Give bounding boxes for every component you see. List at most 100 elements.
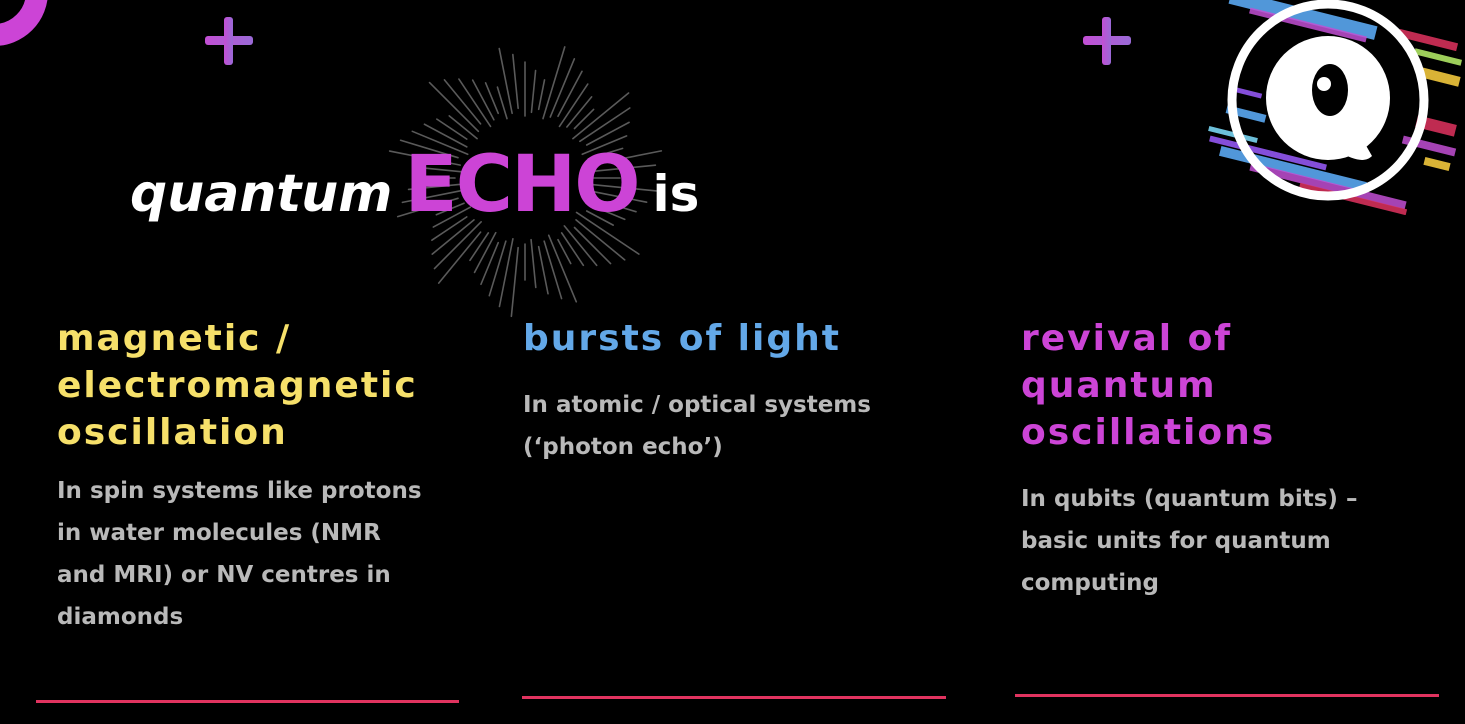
starburst-ray: [448, 115, 478, 140]
starburst-ray: [512, 53, 519, 110]
column-3-heading: revival of quantum oscillations: [1021, 315, 1441, 456]
starburst-ray: [581, 135, 628, 156]
starburst-ray: [433, 221, 482, 270]
starburst-ray: [547, 234, 578, 303]
title-word-is: is: [652, 165, 700, 223]
title-word-quantum: quantum: [130, 164, 393, 224]
heading-line: electromagnetic: [57, 365, 418, 406]
starburst-ray: [549, 58, 576, 118]
starburst-ray: [573, 108, 595, 130]
column-2-body: In atomic / optical systems (‘photon ech…: [523, 384, 923, 468]
column-3-divider: [1015, 694, 1439, 697]
starburst-ray: [480, 241, 500, 286]
starburst-ray: [543, 240, 563, 300]
starburst-ray: [388, 150, 462, 166]
starburst-ray: [401, 189, 465, 204]
starburst-ray: [573, 226, 612, 265]
glitch-streak: [1249, 162, 1407, 210]
body-line: and MRI) or NV centres in: [57, 562, 391, 588]
starburst-decoration: [388, 46, 663, 318]
plus-icon: [1083, 17, 1131, 65]
starburst-ray: [587, 147, 624, 160]
body-line: In qubits (quantum bits) –: [1021, 486, 1358, 512]
heading-line: bursts of light: [523, 318, 841, 359]
body-line: In spin systems like protons: [57, 478, 422, 504]
glitch-streak: [1419, 67, 1461, 87]
starburst-ray: [436, 118, 468, 140]
heading-line: magnetic /: [57, 318, 292, 359]
glitch-streak: [1397, 28, 1459, 52]
glitch-streak: [1298, 182, 1408, 215]
starburst-ray: [469, 232, 490, 262]
heading-line: quantum: [1021, 365, 1217, 406]
starburst-ray: [498, 238, 514, 308]
starburst-ray: [537, 79, 546, 111]
starburst-ray: [542, 46, 566, 120]
starburst-ray: [471, 79, 495, 121]
glitch-streak: [1208, 126, 1258, 143]
starburst-ray: [585, 121, 630, 146]
plus-icon: [205, 17, 253, 65]
column-1-divider: [36, 700, 459, 703]
column-1-body: In spin systems like protons in water mo…: [57, 470, 437, 638]
starburst-ray: [592, 190, 648, 203]
starburst-ray: [443, 79, 482, 125]
starburst-ray: [560, 232, 585, 267]
starburst-ray: [437, 231, 482, 284]
column-2-divider: [522, 696, 946, 699]
starburst-ray: [423, 123, 468, 148]
logo-letter: Q: [1188, 0, 1189, 1]
starburst-ray: [575, 211, 640, 255]
starburst-ray: [473, 231, 497, 274]
starburst-ray: [435, 202, 465, 216]
starburst-ray: [537, 245, 549, 295]
starburst-ray: [423, 167, 465, 173]
starburst-ray: [428, 81, 480, 133]
page-title: quantum ECHO is: [130, 140, 699, 230]
starburst-ray: [488, 240, 507, 297]
starburst-ray: [530, 69, 537, 114]
starburst-ray: [583, 195, 637, 213]
starburst-ray: [592, 150, 663, 166]
starburst-ray: [558, 83, 589, 128]
heading-line: oscillation: [57, 412, 288, 453]
starburst-ray: [510, 246, 519, 318]
starburst-ray: [589, 183, 658, 192]
starburst-ray: [431, 216, 468, 242]
quantum-echo-logo-icon: Q: [1188, 0, 1463, 215]
glitch-streak: [1423, 156, 1451, 172]
body-line: in water molecules (NMR: [57, 520, 381, 546]
body-line: diamonds: [57, 604, 184, 630]
column-2-heading: bursts of light: [523, 315, 943, 362]
starburst-ray: [498, 47, 513, 115]
body-line: computing: [1021, 570, 1159, 596]
starburst-ray: [496, 86, 508, 120]
starburst-ray: [396, 197, 459, 218]
heading-line: revival of: [1021, 318, 1233, 359]
heading-line: oscillations: [1021, 412, 1276, 453]
starburst-ray: [585, 202, 626, 221]
starburst-ray: [575, 219, 626, 261]
glitch-streak: [1413, 48, 1463, 66]
body-line: (‘photon echo’): [523, 434, 723, 460]
glitch-streak: [1231, 86, 1263, 99]
starburst-ray: [484, 82, 500, 115]
starburst-ray: [585, 210, 614, 226]
starburst-ray: [411, 130, 469, 156]
title-word-echo: ECHO: [404, 140, 640, 230]
starburst-ray: [530, 238, 537, 289]
starburst-ray: [557, 70, 583, 118]
starburst-ray: [458, 78, 492, 128]
body-line: basic units for quantum: [1021, 528, 1331, 554]
corner-ring-decoration: [0, 0, 48, 46]
starburst-ray: [557, 238, 572, 265]
starburst-ray: [431, 219, 475, 255]
starburst-ray: [585, 164, 657, 173]
body-line: In atomic / optical systems: [523, 392, 871, 418]
starburst-ray: [572, 92, 630, 140]
starburst-ray: [579, 107, 631, 143]
starburst-ray: [399, 139, 459, 159]
starburst-ray: [407, 183, 461, 191]
column-3-body: In qubits (quantum bits) – basic units f…: [1021, 478, 1421, 604]
starburst-ray: [566, 96, 593, 128]
